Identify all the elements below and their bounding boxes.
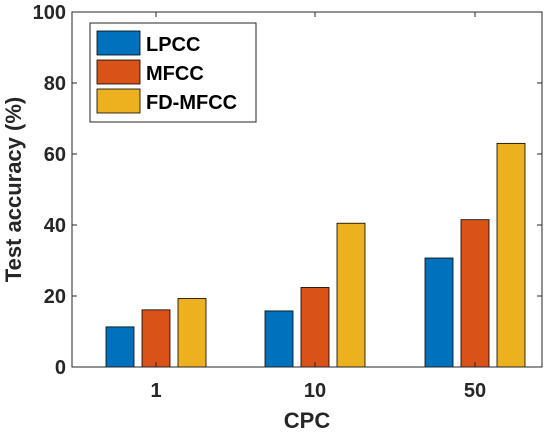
bar-fd-mfcc-1 <box>177 298 207 368</box>
x-tick-label: 50 <box>464 380 486 402</box>
bars-group <box>105 142 526 368</box>
bar-lpcc-1 <box>105 326 135 368</box>
y-axis-title: Test accuracy (%) <box>1 97 26 282</box>
y-tick-label: 40 <box>44 215 66 237</box>
y-tick-label: 100 <box>33 2 66 24</box>
legend-swatch-mfcc <box>96 59 141 85</box>
legend-label-lpcc: LPCC <box>146 34 200 56</box>
y-axis: 0 20 40 60 80 100 <box>33 2 542 379</box>
legend-label-mfcc: MFCC <box>146 63 204 85</box>
y-tick-label: 20 <box>44 286 66 308</box>
x-tick-label: 1 <box>150 380 161 402</box>
y-tick-label: 0 <box>55 357 66 379</box>
bar-lpcc-50 <box>424 257 454 368</box>
legend-label-fd-mfcc: FD-MFCC <box>146 92 237 114</box>
bar-mfcc-10 <box>300 287 330 368</box>
y-tick-label: 80 <box>44 73 66 95</box>
bar-fd-mfcc-50 <box>496 142 526 368</box>
legend-swatch-lpcc <box>96 30 141 56</box>
legend: LPCC MFCC FD-MFCC <box>89 22 257 123</box>
legend-swatch-fd-mfcc <box>96 88 141 114</box>
x-axis-title: CPC <box>284 408 331 432</box>
x-tick-label: 10 <box>304 380 326 402</box>
y-tick-label: 60 <box>44 144 66 166</box>
bar-mfcc-50 <box>460 219 490 368</box>
plot-frame <box>71 11 543 368</box>
bar-mfcc-1 <box>141 309 171 368</box>
bar-lpcc-10 <box>264 310 294 368</box>
bar-fd-mfcc-10 <box>336 222 366 368</box>
x-axis: 1 10 50 <box>150 12 486 402</box>
